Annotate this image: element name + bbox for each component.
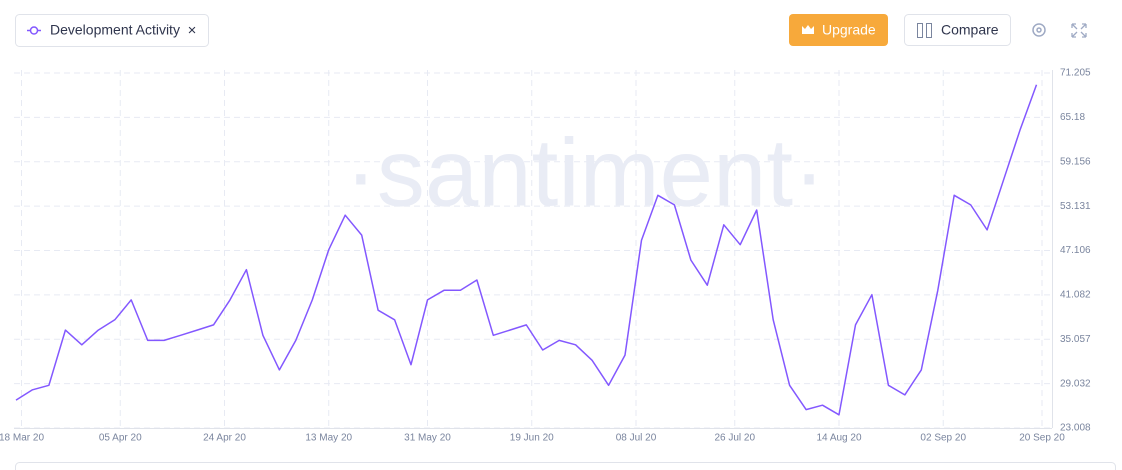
y-tick-label: 59.156 xyxy=(1060,156,1091,167)
series-line xyxy=(15,84,1038,416)
y-tick-label: 29.032 xyxy=(1060,378,1091,389)
gear xyxy=(1032,23,1046,37)
compare-label: Compare xyxy=(941,22,999,38)
x-tick-label: 08 Jul 20 xyxy=(616,433,657,444)
y-tick-label: 23.008 xyxy=(1060,423,1091,434)
fullscreen-icon[interactable] xyxy=(1071,23,1087,38)
x-tick-label: 26 Jul 20 xyxy=(714,433,755,444)
upgrade-button[interactable]: Upgrade xyxy=(789,14,888,46)
y-tick-label: 35.057 xyxy=(1060,334,1091,345)
chip-icon xyxy=(29,26,39,35)
x-tick-label: 19 Jun 20 xyxy=(510,433,554,444)
chip-label: Development Activity xyxy=(50,22,180,38)
compare-button[interactable]: Compare xyxy=(904,14,1011,46)
upgrade-bg xyxy=(789,14,888,46)
watermark: ·santiment· xyxy=(345,119,825,226)
x-tick-label: 18 Mar 20 xyxy=(0,433,44,444)
bottom-panel xyxy=(15,462,1116,470)
compare-icon xyxy=(917,23,923,38)
x-tick-label: 20 Sep 20 xyxy=(1019,433,1065,444)
x-tick-label: 31 May 20 xyxy=(404,433,451,444)
chip-close[interactable]: × xyxy=(188,22,197,39)
chip-box xyxy=(15,14,209,47)
upgrade-label: Upgrade xyxy=(822,22,876,38)
metric-chip[interactable]: Development Activity × xyxy=(15,14,209,47)
x-tick-label: 14 Aug 20 xyxy=(816,433,861,444)
y-tick-label: 71.205 xyxy=(1060,68,1091,79)
settings-icon[interactable] xyxy=(1032,23,1046,37)
compare-icon xyxy=(926,23,932,38)
x-tick-label: 05 Apr 20 xyxy=(99,433,142,444)
gear-center xyxy=(1036,27,1042,33)
y-tick-label: 65.18 xyxy=(1060,112,1085,123)
x-tick-label: 02 Sep 20 xyxy=(920,433,966,444)
x-tick-label: 24 Apr 20 xyxy=(203,433,246,444)
crown-icon xyxy=(802,25,814,34)
y-tick-label: 41.082 xyxy=(1060,290,1091,301)
x-tick-label: 13 May 20 xyxy=(305,433,352,444)
y-tick-label: 53.131 xyxy=(1060,201,1091,212)
y-tick-label: 47.106 xyxy=(1060,245,1091,256)
